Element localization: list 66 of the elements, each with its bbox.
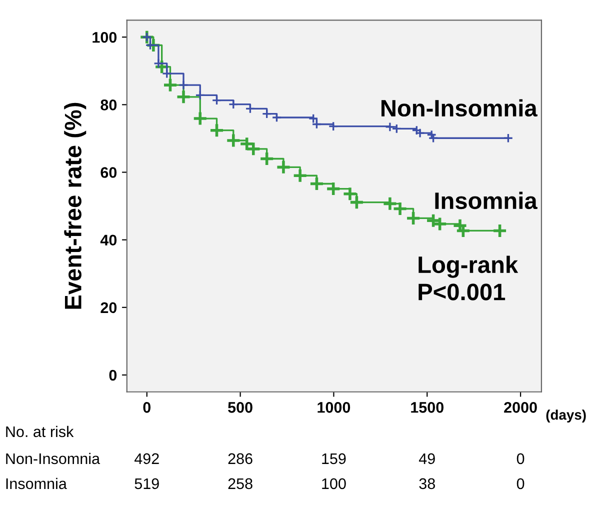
text: 492 bbox=[134, 453, 159, 464]
point bbox=[276, 160, 292, 175]
point bbox=[392, 201, 408, 216]
point bbox=[246, 141, 262, 157]
text: No. at risk bbox=[6, 426, 74, 438]
y-tick-label: 40 bbox=[100, 234, 117, 246]
point bbox=[212, 95, 222, 106]
point bbox=[192, 110, 208, 126]
text: 258 bbox=[228, 478, 252, 490]
x-tick-label: 1500 bbox=[411, 402, 444, 413]
point bbox=[162, 77, 178, 93]
x-tick-label: 0 bbox=[143, 402, 151, 413]
point bbox=[415, 128, 426, 138]
text: Insomnia bbox=[6, 478, 67, 490]
point bbox=[145, 40, 156, 50]
point bbox=[308, 114, 318, 124]
point bbox=[492, 223, 508, 238]
x-tick-label: 500 bbox=[228, 402, 252, 413]
point bbox=[239, 136, 254, 152]
point bbox=[272, 112, 282, 123]
text: 286 bbox=[228, 453, 252, 464]
text: 49 bbox=[418, 453, 435, 464]
point bbox=[412, 125, 422, 136]
y-tick-label: 60 bbox=[100, 167, 117, 178]
text: 159 bbox=[322, 453, 346, 464]
point bbox=[384, 122, 395, 132]
annotation: Log-rank P<0.001 bbox=[418, 256, 518, 300]
point bbox=[153, 58, 164, 68]
x-tick-label: 2000 bbox=[504, 402, 537, 413]
point bbox=[349, 194, 364, 210]
text: 0 bbox=[516, 453, 524, 464]
point bbox=[176, 89, 192, 105]
point bbox=[392, 124, 402, 134]
point bbox=[292, 168, 308, 184]
point bbox=[309, 176, 324, 192]
series-label: Insomnia bbox=[435, 192, 538, 210]
y-tick-label: 20 bbox=[100, 302, 117, 314]
x-axis-title: (days) bbox=[546, 410, 586, 423]
point bbox=[259, 151, 274, 166]
y-tick-label: 100 bbox=[92, 32, 117, 43]
point bbox=[142, 32, 152, 42]
text: 519 bbox=[134, 478, 159, 490]
point bbox=[209, 122, 224, 138]
point bbox=[406, 210, 421, 226]
point bbox=[262, 108, 272, 119]
text: 38 bbox=[419, 478, 435, 490]
point bbox=[226, 132, 242, 148]
point bbox=[178, 80, 189, 90]
point bbox=[245, 104, 256, 114]
point bbox=[382, 196, 398, 212]
text: Non-Insomnia bbox=[6, 452, 100, 464]
point bbox=[162, 68, 172, 79]
point bbox=[328, 121, 338, 132]
point bbox=[326, 181, 341, 196]
y-tick-label: 0 bbox=[109, 370, 117, 381]
point bbox=[228, 99, 238, 110]
text: 0 bbox=[516, 478, 524, 490]
point bbox=[312, 119, 322, 130]
y-tick-label: 80 bbox=[100, 100, 117, 110]
point bbox=[503, 133, 514, 144]
y-axis-title: Event-free rate (%) bbox=[64, 102, 86, 309]
point bbox=[342, 186, 358, 202]
point bbox=[195, 90, 206, 100]
series-label: Non-Insomnia bbox=[382, 99, 538, 117]
text: 100 bbox=[322, 478, 346, 490]
x-tick-label: 1000 bbox=[318, 402, 350, 413]
